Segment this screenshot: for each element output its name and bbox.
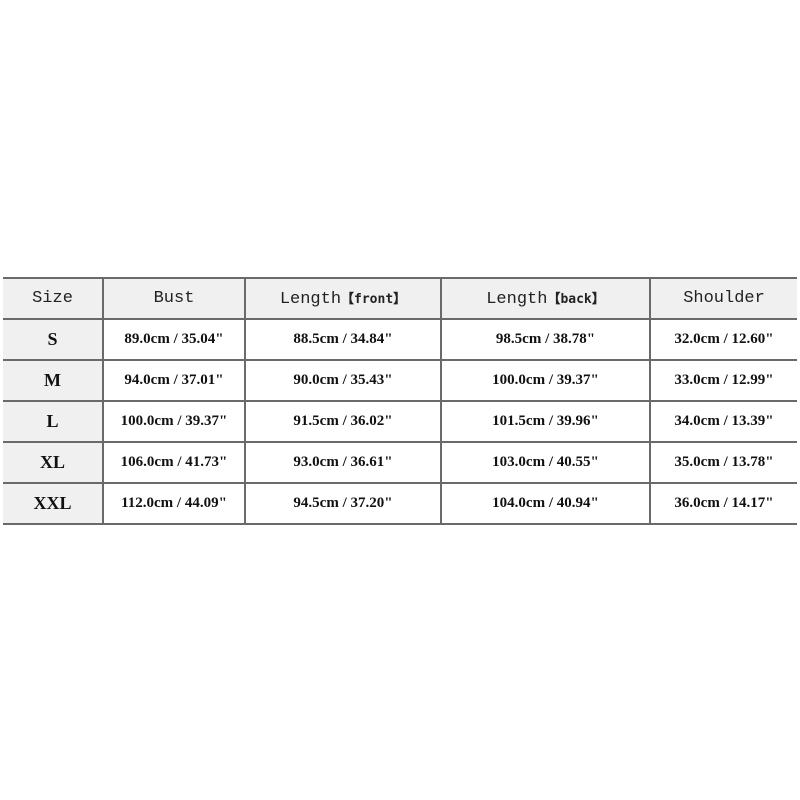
cell-bust: 106.0cm / 41.73" — [102, 441, 246, 484]
cell-bust: 94.0cm / 37.01" — [102, 359, 246, 402]
cell-shoulder: 33.0cm / 12.99" — [649, 359, 797, 402]
cell-length-back: 103.0cm / 40.55" — [440, 441, 651, 484]
table-row: M 94.0cm / 37.01" 90.0cm / 35.43" 100.0cm /… — [3, 359, 797, 402]
header-label: Shoulder — [683, 289, 765, 308]
table-row: XXL 112.0cm / 44.09" 94.5cm / 37.20" 104.0c… — [3, 482, 797, 525]
table-row: L 100.0cm / 39.37" 91.5cm / 36.02" 101.5cm … — [3, 400, 797, 443]
table-row: XL 106.0cm / 41.73" 93.0cm / 36.61" 103.0cm… — [3, 441, 797, 484]
cell-length-front: 93.0cm / 36.61" — [244, 441, 442, 484]
header-length-front: Length【front】 — [244, 277, 442, 320]
cell-length-front: 91.5cm / 36.02" — [244, 400, 442, 443]
header-bust: Bust — [102, 277, 246, 320]
cell-length-front: 88.5cm / 34.84" — [244, 318, 442, 361]
cell-length-front: 94.5cm / 37.20" — [244, 482, 442, 525]
cell-shoulder: 32.0cm / 12.60" — [649, 318, 797, 361]
header-suffix: 【front】 — [341, 292, 407, 307]
header-label: Length — [486, 290, 548, 309]
cell-length-back: 98.5cm / 38.78" — [440, 318, 651, 361]
cell-size: XXL — [3, 482, 104, 525]
cell-size: S — [3, 318, 104, 361]
cell-length-back: 100.0cm / 39.37" — [440, 359, 651, 402]
cell-length-back: 104.0cm / 40.94" — [440, 482, 651, 525]
cell-length-front: 90.0cm / 35.43" — [244, 359, 442, 402]
table-row: S 89.0cm / 35.04" 88.5cm / 34.84" 98.5cm / … — [3, 318, 797, 361]
cell-size: L — [3, 400, 104, 443]
header-label: Length — [279, 290, 342, 309]
cell-shoulder: 36.0cm / 14.17" — [649, 482, 797, 525]
cell-size: XL — [3, 441, 104, 484]
cell-shoulder: 34.0cm / 13.39" — [649, 400, 797, 443]
header-length-back: Length【back】 — [440, 277, 651, 320]
header-label: Bust — [153, 289, 195, 308]
cell-shoulder: 35.0cm / 13.78" — [649, 441, 797, 484]
header-shoulder: Shoulder — [649, 277, 797, 320]
header-size: Size — [3, 277, 104, 320]
cell-bust: 112.0cm / 44.09" — [102, 482, 246, 525]
cell-size: M — [3, 359, 104, 402]
size-chart-table: Size Bust Length【front】 Length【back】 Shoulde… — [3, 277, 797, 525]
header-label: Size — [32, 289, 73, 308]
cell-bust: 100.0cm / 39.37" — [102, 400, 246, 443]
header-suffix: 【back】 — [547, 292, 605, 307]
cell-length-back: 101.5cm / 39.96" — [440, 400, 651, 443]
cell-bust: 89.0cm / 35.04" — [102, 318, 246, 361]
header-row: Size Bust Length【front】 Length【back】 Shoulde… — [3, 277, 797, 320]
